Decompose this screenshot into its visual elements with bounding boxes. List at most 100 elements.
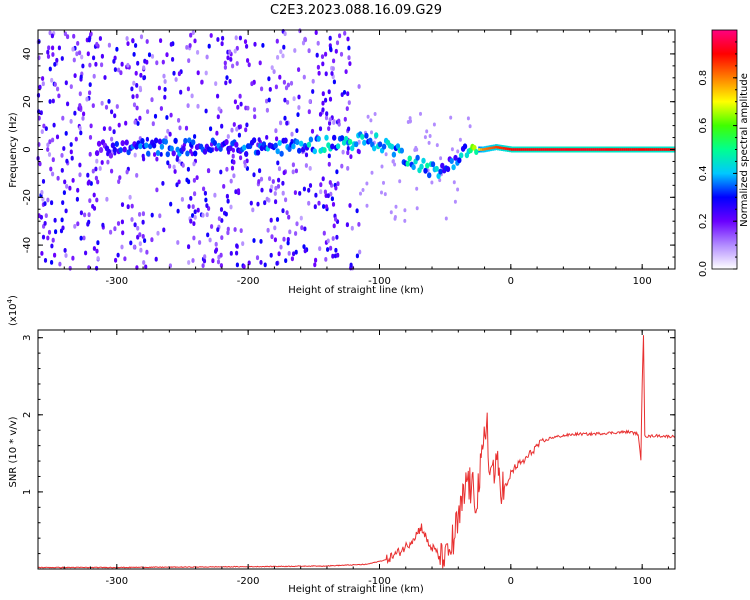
svg-text:(x104): (x104) (6, 295, 19, 326)
ridge-point (449, 158, 454, 164)
noise-point (225, 193, 229, 199)
noise-point (91, 168, 95, 174)
noise-point (229, 251, 233, 256)
noise-point (86, 180, 90, 186)
noise-point (444, 216, 448, 221)
colorbar-label: Normalized spectral amplitude (739, 73, 750, 227)
ridge-point (436, 173, 441, 179)
ridge-point (590, 148, 593, 151)
noise-point (43, 221, 47, 226)
ridge-point (520, 148, 524, 151)
ridge-point (124, 139, 129, 146)
ridge-point (667, 148, 670, 151)
x-tick-label: 0 (508, 276, 514, 287)
colorbar-tick-label: 0.0 (698, 261, 709, 277)
noise-point (355, 253, 359, 259)
ridge-point (526, 148, 530, 151)
noise-point (51, 98, 55, 104)
noise-point (290, 131, 294, 137)
noise-point (394, 204, 398, 209)
noise-point (253, 114, 257, 120)
noise-point (277, 177, 281, 183)
noise-point (117, 67, 121, 73)
noise-point (252, 172, 256, 178)
noise-point (117, 122, 121, 128)
ridge-point (637, 148, 641, 151)
noise-point (166, 160, 170, 166)
noise-point (44, 126, 48, 131)
ridge-point (140, 138, 145, 144)
ridge-point (372, 145, 377, 152)
ridge-point (251, 137, 257, 144)
noise-point (144, 264, 148, 270)
noise-point (263, 200, 267, 206)
ridge-point (191, 139, 196, 146)
noise-point (339, 51, 344, 57)
noise-point (216, 259, 221, 265)
noise-point (94, 166, 98, 172)
ridge-point (202, 148, 208, 155)
noise-point (214, 81, 218, 86)
y-tick-label: 2 (22, 412, 33, 418)
noise-point (327, 161, 331, 167)
noise-point (332, 79, 336, 85)
noise-point (294, 168, 298, 174)
noise-point (47, 152, 52, 157)
ridge-point (159, 143, 165, 150)
noise-point (68, 265, 72, 271)
noise-point (56, 86, 60, 92)
noise-point (76, 187, 80, 193)
x-tick-label: -200 (237, 276, 260, 287)
noise-point (100, 53, 104, 59)
noise-point (232, 122, 236, 127)
noise-point (268, 87, 272, 92)
noise-point (359, 191, 362, 196)
noise-point (145, 136, 149, 142)
noise-point (96, 256, 100, 261)
ridge-point (411, 164, 416, 171)
spectrogram-y-label: Frequency (Hz) (8, 112, 19, 188)
noise-point (113, 67, 117, 72)
ridge-point (497, 146, 500, 149)
noise-point (189, 218, 193, 224)
noise-point (288, 229, 292, 235)
noise-point (142, 75, 147, 80)
noise-point (82, 111, 86, 117)
noise-point (48, 66, 52, 72)
noise-point (204, 197, 208, 203)
noise-point (193, 209, 197, 215)
noise-point (98, 166, 102, 171)
noise-point (346, 166, 350, 171)
noise-point (64, 131, 68, 136)
noise-point (41, 81, 45, 87)
x-tick-label: 100 (633, 276, 652, 287)
noise-point (276, 184, 281, 189)
noise-point (234, 35, 238, 41)
noise-point (52, 122, 56, 128)
noise-point (236, 188, 241, 194)
noise-point (136, 60, 140, 66)
noise-point (133, 222, 137, 228)
noise-point (355, 208, 359, 214)
noise-point (277, 166, 282, 172)
noise-point (311, 78, 315, 84)
noise-point (313, 262, 317, 268)
noise-point (142, 65, 146, 71)
noise-point (191, 258, 195, 263)
noise-point (208, 237, 212, 243)
noise-point (116, 221, 121, 226)
noise-point (101, 222, 105, 228)
ridge-point (570, 148, 574, 151)
noise-point (205, 203, 209, 209)
noise-point (340, 163, 344, 169)
noise-point (228, 79, 232, 84)
noise-point (63, 31, 67, 37)
noise-point (294, 249, 298, 255)
noise-point (60, 217, 64, 223)
noise-point (289, 80, 294, 86)
noise-point (41, 196, 45, 202)
noise-point (51, 157, 55, 163)
noise-point (231, 153, 235, 159)
noise-point (53, 217, 57, 223)
ridge-point (208, 147, 213, 154)
